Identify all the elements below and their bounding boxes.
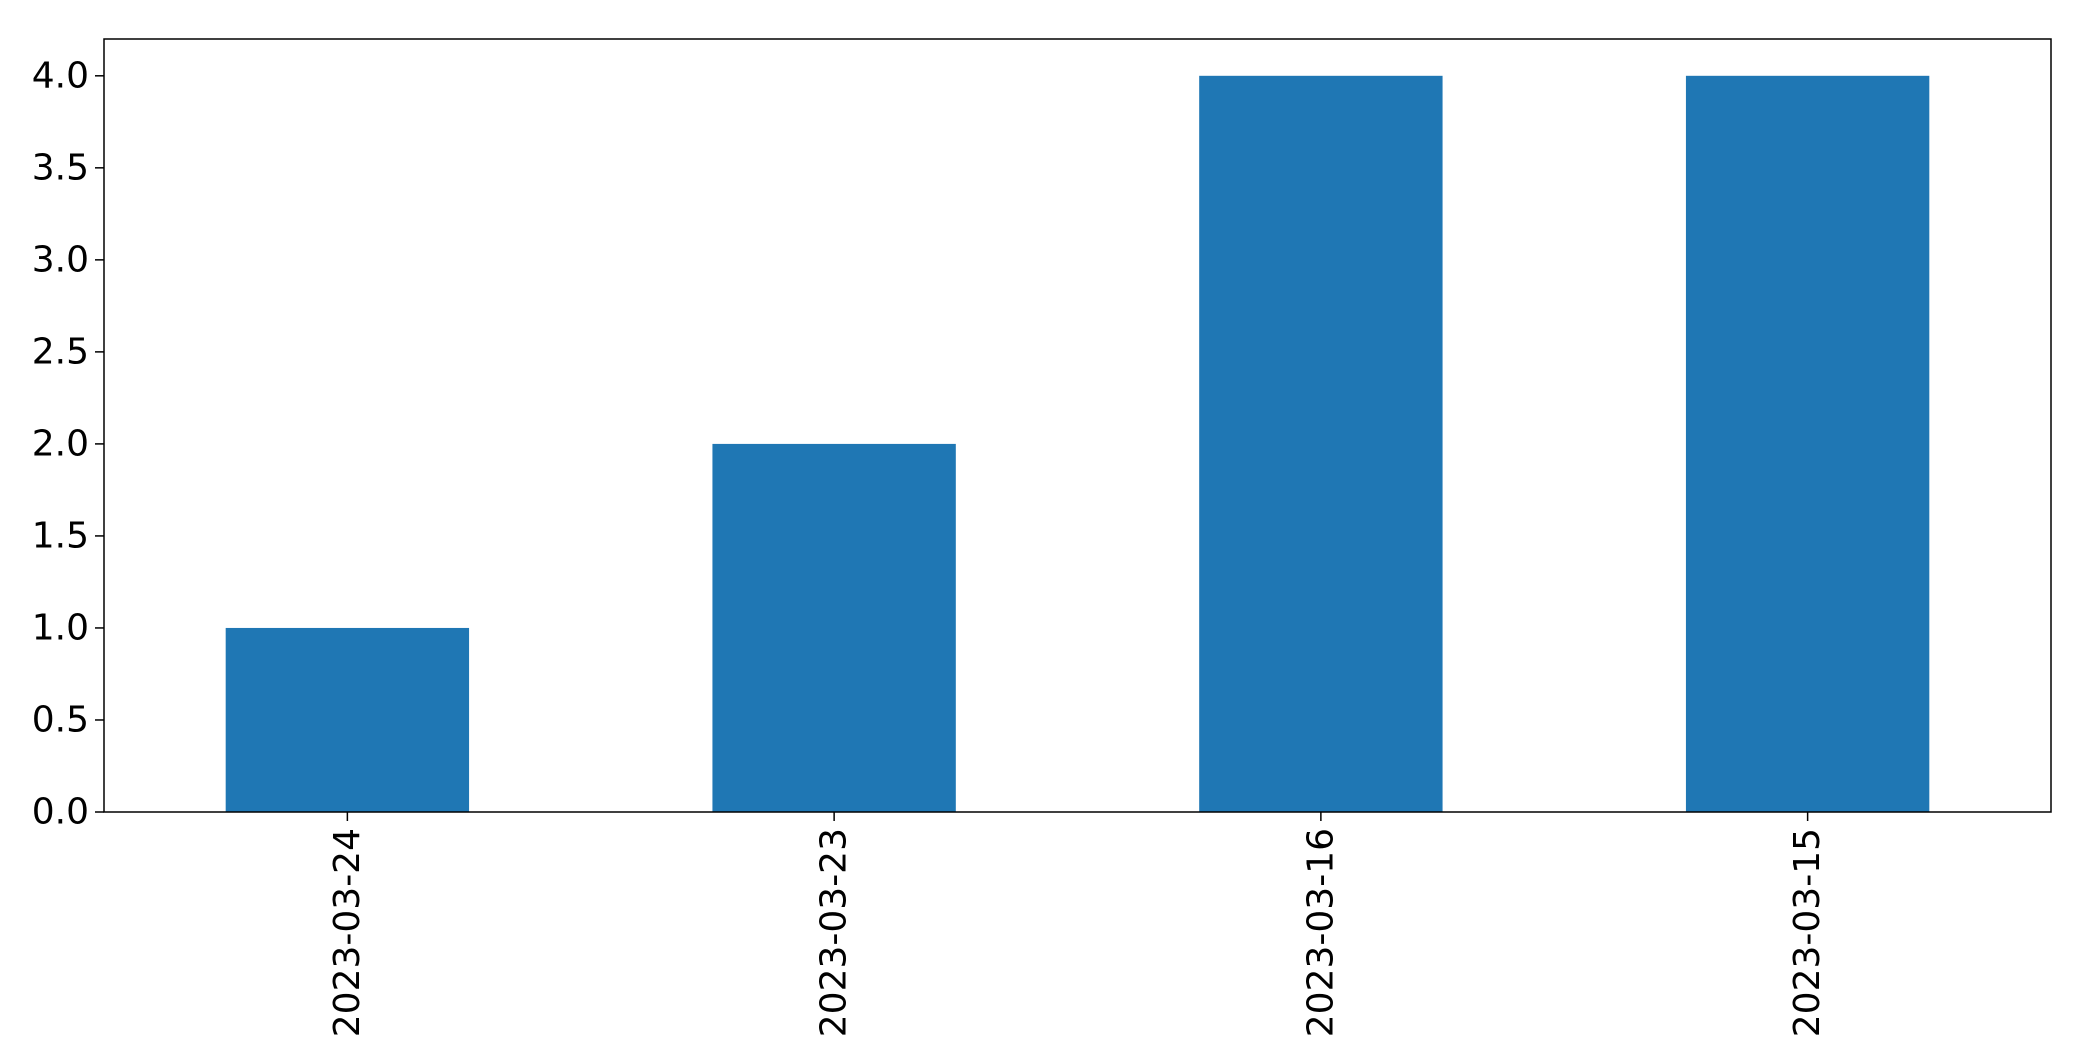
y-tick-label: 3.0: [32, 239, 89, 280]
x-tick-label: 2023-03-23: [814, 828, 855, 1037]
bar-2023-03-16: [1199, 75, 1443, 813]
y-tick-label: 3.5: [32, 147, 89, 188]
x-tick-label: 2023-03-15: [1787, 828, 1828, 1037]
bars-group: [225, 75, 1930, 813]
y-tick-label: 2.0: [32, 423, 89, 464]
bar-2023-03-23: [712, 443, 956, 812]
x-tick-label: 2023-03-24: [327, 828, 368, 1037]
bar-2023-03-15: [1685, 75, 1930, 813]
y-tick-label: 1.5: [32, 515, 89, 556]
x-axis: 2023-03-24 2023-03-23 2023-03-16 2023-03-15: [327, 812, 1828, 1037]
plot-frame: [103, 38, 2052, 813]
x-tick-label: 2023-03-16: [1300, 828, 1341, 1037]
y-tick-label: 2.5: [32, 331, 89, 372]
y-tick-label: 0.0: [32, 792, 89, 833]
y-axis: 0.0 0.5 1.0 1.5 2.0 2.5 3.0 3.5 4.0: [32, 55, 104, 833]
y-tick-label: 1.0: [32, 607, 89, 648]
y-tick-label: 0.5: [32, 699, 89, 740]
bar-2023-03-24: [225, 627, 470, 812]
y-tick-label: 4.0: [32, 55, 89, 96]
